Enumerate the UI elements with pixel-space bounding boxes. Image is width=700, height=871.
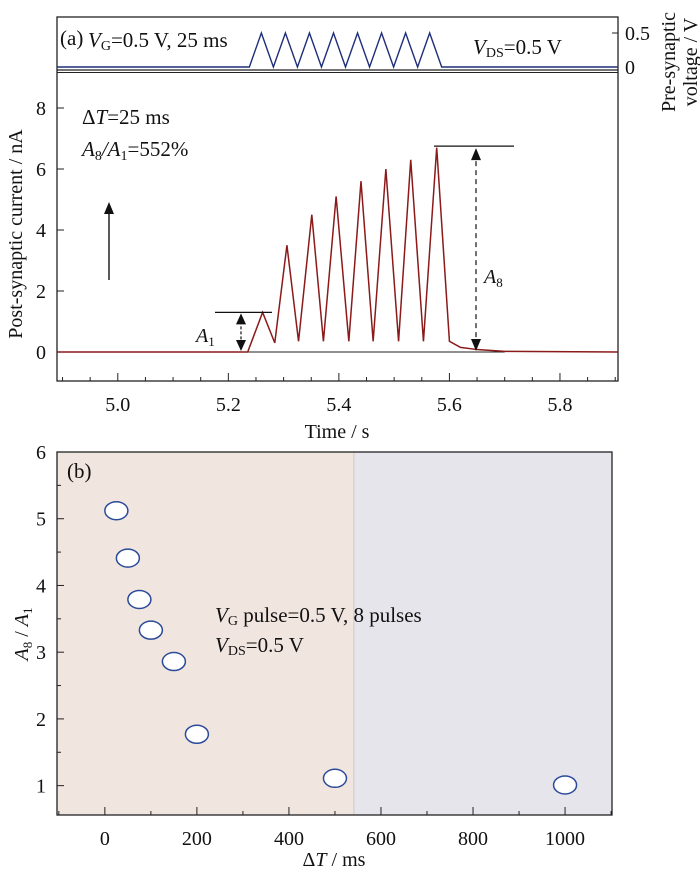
y-tick-label: 5 [36, 509, 46, 531]
x-axis-title: ΔT / ms [303, 849, 366, 871]
y-axis-title: Post-synaptic current / nA [5, 129, 27, 339]
data-point [552, 775, 578, 795]
x-axis-ticks: 0 200 400 600 800 1000 [58, 807, 612, 850]
y-axis-ticks: 1 2 3 4 5 6 [36, 442, 64, 798]
y-axis-ticks: 0 2 4 6 8 [36, 98, 64, 364]
y-tick-label: 2 [36, 709, 46, 731]
panel-b-label: (b) [67, 459, 92, 483]
data-point [138, 620, 164, 640]
x-tick-label: 5.4 [326, 394, 351, 416]
a1-arrow-up-icon [236, 313, 246, 325]
long-interval-region [353, 452, 612, 815]
a1-arrow-down-icon [236, 340, 246, 351]
y-tick-label: 4 [36, 575, 46, 597]
amplitude-markers [215, 145, 514, 351]
panel-a: 5.0 5.2 5.4 5.6 5.8 0 2 4 6 8 0 0.5 (a) VG=0.5 V,… [5, 12, 700, 443]
inset-vds-annotation: VDS=0.5 V [473, 35, 562, 61]
x-axis-ticks: 5.0 5.2 5.4 5.6 5.8 [62, 373, 616, 416]
short-interval-region [57, 452, 354, 815]
y-tick-label: 6 [36, 159, 46, 181]
inset-y-tick-label: 0.5 [625, 23, 650, 45]
data-points [104, 500, 578, 795]
x-axis-title: Time / s [305, 421, 370, 443]
data-point [127, 589, 152, 610]
inset-y-axis-title-line2: voltage / V [680, 17, 700, 106]
y-tick-label: 2 [36, 281, 46, 303]
inset-vg-annotation: VG=0.5 V, 25 ms [88, 28, 228, 54]
x-tick-label: 5.8 [547, 394, 572, 416]
up-arrow-icon [104, 202, 114, 280]
x-tick-label: 200 [182, 828, 212, 850]
ratio-annotation: A8/A1=552% [80, 137, 188, 164]
pulse-annotation-line1: VG pulse=0.5 V, 8 pulses [215, 603, 422, 629]
a8-arrow-up-icon [471, 148, 481, 161]
data-point [115, 548, 141, 568]
a8-label: A8 [482, 266, 503, 290]
panel-a-label: (a) [60, 26, 83, 50]
x-tick-label: 400 [274, 828, 304, 850]
a8-arrow-down-icon [471, 339, 481, 351]
panel-a-frame [56, 16, 619, 382]
x-tick-label: 5.2 [216, 394, 241, 416]
y-tick-label: 1 [36, 776, 46, 798]
y-tick-label: 0 [36, 342, 46, 364]
a1-label: A1 [194, 325, 215, 349]
data-point [161, 651, 187, 672]
y-tick-label: 6 [36, 442, 46, 464]
x-tick-label: 5.0 [105, 394, 130, 416]
x-tick-label: 5.6 [437, 394, 462, 416]
panel-b: 0 200 400 600 800 1000 1 2 3 4 5 6 (b) VG pulse=0.… [11, 442, 613, 871]
inset-y-tick-label: 0 [625, 57, 635, 79]
data-point [104, 500, 129, 521]
data-point [184, 724, 210, 745]
x-tick-label: 1000 [545, 828, 585, 850]
y-tick-label: 4 [36, 220, 46, 242]
x-tick-label: 0 [100, 828, 110, 850]
pulse-annotation-line2: VDS=0.5 V [215, 633, 304, 659]
y-axis-title: A8 / A1 [11, 608, 35, 663]
delta-t-annotation: ΔT=25 ms [82, 105, 170, 129]
postsynaptic-current-line [57, 147, 619, 353]
data-point [322, 768, 348, 789]
inset-y-axis-title-line1: Pre-synaptic [658, 12, 680, 112]
presynaptic-voltage-line [57, 30, 618, 70]
x-tick-label: 800 [458, 828, 488, 850]
y-tick-label: 3 [36, 642, 46, 664]
x-tick-label: 600 [366, 828, 396, 850]
y-tick-label: 8 [36, 98, 46, 120]
